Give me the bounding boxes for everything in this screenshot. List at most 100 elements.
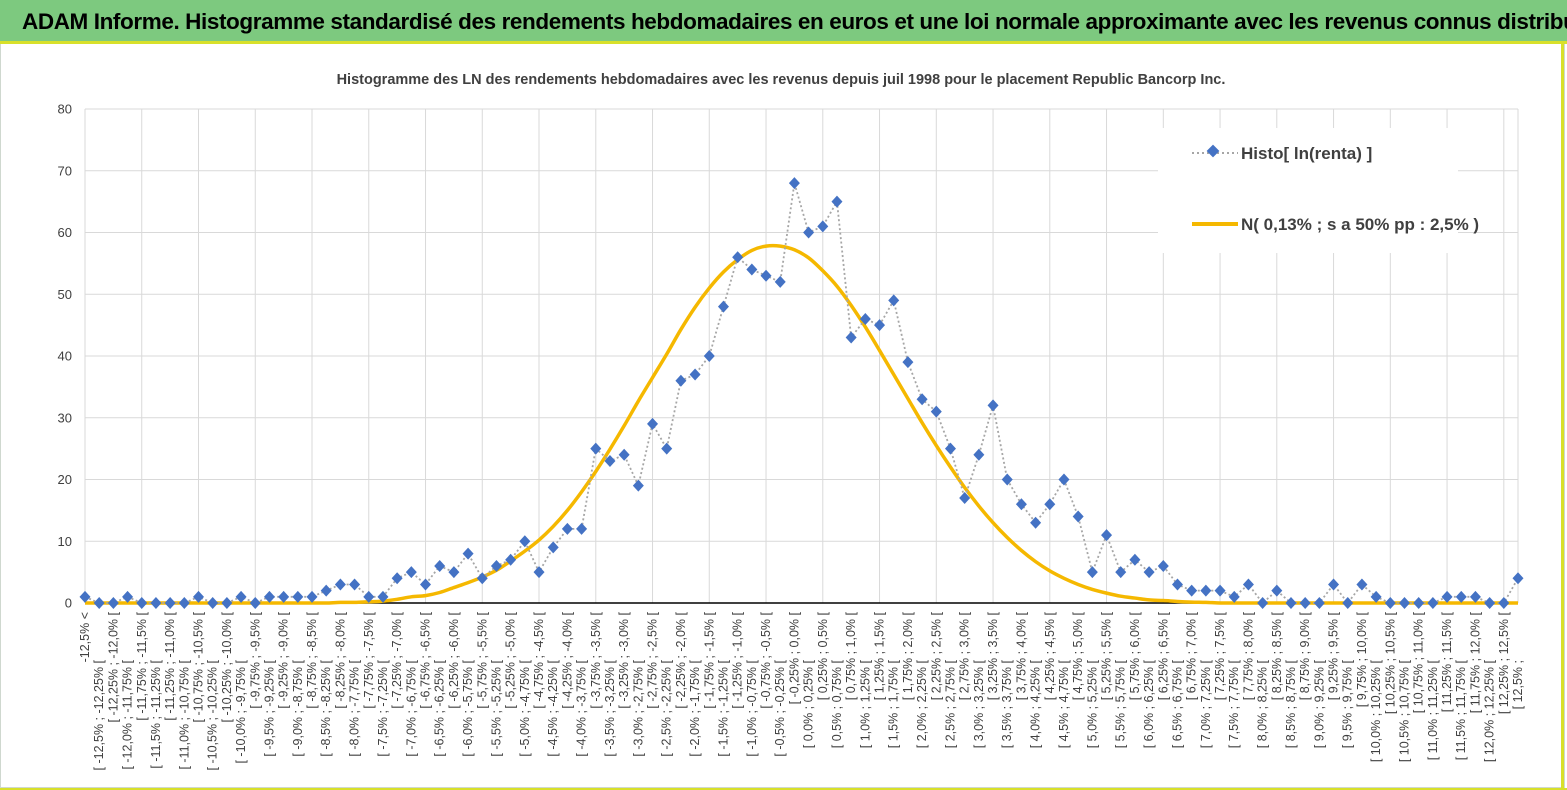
x-tick-label: [ 8,0% ; 8,25% [ <box>1256 659 1270 748</box>
x-tick-label: [ -5,25% ; -5,0% [ <box>504 611 518 708</box>
bottom-accent-rule <box>0 788 1567 790</box>
histo-point <box>1058 473 1070 486</box>
histo-point <box>193 590 205 603</box>
histo-point <box>1115 566 1127 579</box>
histo-point <box>561 522 573 535</box>
x-tick-label: [ 10,0% ; 10,25% [ <box>1369 659 1383 762</box>
histo-point <box>150 597 162 609</box>
histo-point <box>320 584 332 597</box>
x-tick-label: [ -1,75% ; -1,5% [ <box>702 611 716 708</box>
histo-point <box>1242 578 1254 591</box>
histo-point <box>363 590 375 603</box>
x-axis-ticks: -12,5% <[ -12,5% ; -12,25% [[ -12,25% ; … <box>78 611 1525 770</box>
histo-point <box>207 597 219 609</box>
x-tick-label: [ -12,25% ; -12,0% [ <box>106 611 120 722</box>
x-tick-label: [ 12,25% ; 12,5% [ <box>1497 611 1511 714</box>
y-tick-label: 10 <box>58 534 72 549</box>
x-tick-label: [ -10,75% ; -10,5% [ <box>192 611 206 722</box>
x-tick-label: [ -7,0% ; -6,75% [ <box>404 659 418 756</box>
x-tick-label: [ 7,75% ; 8,0% [ <box>1241 611 1255 700</box>
histo-point <box>874 319 886 332</box>
x-tick-label: [ 1,75% ; 2,0% [ <box>901 611 915 700</box>
x-tick-label: [ 9,0% ; 9,25% [ <box>1312 659 1326 748</box>
histo-point <box>1384 597 1396 609</box>
x-tick-label: [ -1,5% ; -1,25% [ <box>716 659 730 756</box>
histo-point <box>391 572 403 585</box>
x-tick-label: [ 4,0% ; 4,25% [ <box>1029 659 1043 748</box>
histo-point <box>235 590 247 603</box>
y-axis-ticks: 0 10 20 30 40 50 60 70 80 <box>58 102 72 611</box>
legend-label-normal: N( 0,13% ; s a 50% pp : 2,5% ) <box>1241 215 1479 234</box>
x-tick-label: [ -0,25% ; 0,0% [ <box>787 611 801 704</box>
histo-point <box>1469 590 1481 603</box>
x-tick-label: [ -6,75% ; -6,5% [ <box>419 611 433 708</box>
x-tick-label: [ 11,0% ; 11,25% [ <box>1426 659 1440 760</box>
histo-point <box>944 442 956 455</box>
histo-point <box>845 331 857 344</box>
histo-point <box>377 590 389 603</box>
histo-point <box>1228 590 1240 603</box>
histo-point <box>1328 578 1340 591</box>
histo-point <box>973 448 985 461</box>
histo-point <box>717 300 729 313</box>
histo-point <box>448 566 460 579</box>
x-tick-label: [ -5,75% ; -5,5% [ <box>475 611 489 708</box>
histo-point <box>1072 510 1084 523</box>
histo-point <box>632 479 644 492</box>
x-tick-label: [ 2,0% ; 2,25% [ <box>915 659 929 748</box>
x-tick-label: [ 7,5% ; 7,75% [ <box>1227 659 1241 748</box>
x-tick-label: [ 2,5% ; 2,75% [ <box>943 659 957 748</box>
chart-legend: Histo[ ln(renta) ] N( 0,13% ; s a 50% pp… <box>1158 128 1479 253</box>
histo-point <box>349 578 361 591</box>
x-tick-label: [ -8,5% ; -8,25% [ <box>319 659 333 756</box>
x-tick-label: [ -0,5% ; -0,25% [ <box>773 659 787 756</box>
report-banner: ADAM Informe. Histogramme standardisé de… <box>0 0 1567 44</box>
y-tick-label: 80 <box>58 102 72 117</box>
histo-point <box>93 597 105 609</box>
histo-point <box>519 535 531 548</box>
x-tick-label: -12,5% < <box>78 612 92 662</box>
x-tick-label: [ 10,75% ; 11,0% [ <box>1412 611 1426 713</box>
histo-point <box>987 399 999 412</box>
histo-point <box>1455 590 1467 603</box>
x-tick-label: [ -5,5% ; -5,25% [ <box>489 659 503 756</box>
histo-point <box>774 275 786 288</box>
x-tick-label: [ 10,5% ; 10,75% [ <box>1397 659 1411 762</box>
histo-point <box>732 251 744 264</box>
histo-point <box>107 597 119 609</box>
x-tick-label: [ -7,25% ; -7,0% [ <box>390 611 404 708</box>
histo-point <box>1214 584 1226 597</box>
y-tick-label: 0 <box>65 596 72 611</box>
histo-point <box>817 220 829 233</box>
x-tick-label: [ -4,5% ; -4,25% [ <box>546 659 560 756</box>
x-tick-label: [ 5,5% ; 5,75% [ <box>1114 659 1128 748</box>
x-tick-label: [ -9,0% ; -8,75% [ <box>291 659 305 756</box>
x-tick-label: [ 4,25% ; 4,5% [ <box>1043 611 1057 700</box>
x-tick-label: [ -2,0% ; -1,75% [ <box>688 659 702 756</box>
x-tick-label: [ 0,5% ; 0,75% [ <box>830 659 844 748</box>
x-tick-label: [ -11,5% ; -11,25% [ <box>149 659 163 768</box>
histo-point <box>1356 578 1368 591</box>
x-tick-label: [ 1,5% ; 1,75% [ <box>887 659 901 748</box>
x-tick-label: [ 6,5% ; 6,75% [ <box>1170 659 1184 748</box>
histo-point <box>1398 597 1410 609</box>
histo-point <box>1030 516 1042 529</box>
histo-point <box>888 294 900 307</box>
x-tick-label: [ 3,0% ; 3,25% [ <box>972 659 986 748</box>
x-tick-label: [ -4,75% ; -4,5% [ <box>532 611 546 708</box>
x-tick-label: [ -11,25% ; -11,0% [ <box>163 611 177 720</box>
x-tick-label: [ 7,0% ; 7,25% [ <box>1199 659 1213 748</box>
histo-point <box>1257 597 1269 609</box>
histo-point <box>1200 584 1212 597</box>
chart-gridlines <box>84 108 1519 603</box>
x-tick-label: [ -2,25% ; -2,0% [ <box>674 611 688 708</box>
right-accent-rule <box>1561 44 1564 788</box>
x-tick-label: [ -12,0% ; -11,75% [ <box>121 659 135 769</box>
histo-point <box>505 553 517 566</box>
histo-point <box>122 590 134 603</box>
histo-point <box>1129 553 1141 566</box>
x-tick-label: [ -0,75% ; -0,5% [ <box>759 611 773 708</box>
histo-point <box>490 559 502 572</box>
x-tick-label: [ -4,0% ; -3,75% [ <box>575 659 589 756</box>
x-tick-label: [ 4,75% ; 5,0% [ <box>1071 611 1085 700</box>
